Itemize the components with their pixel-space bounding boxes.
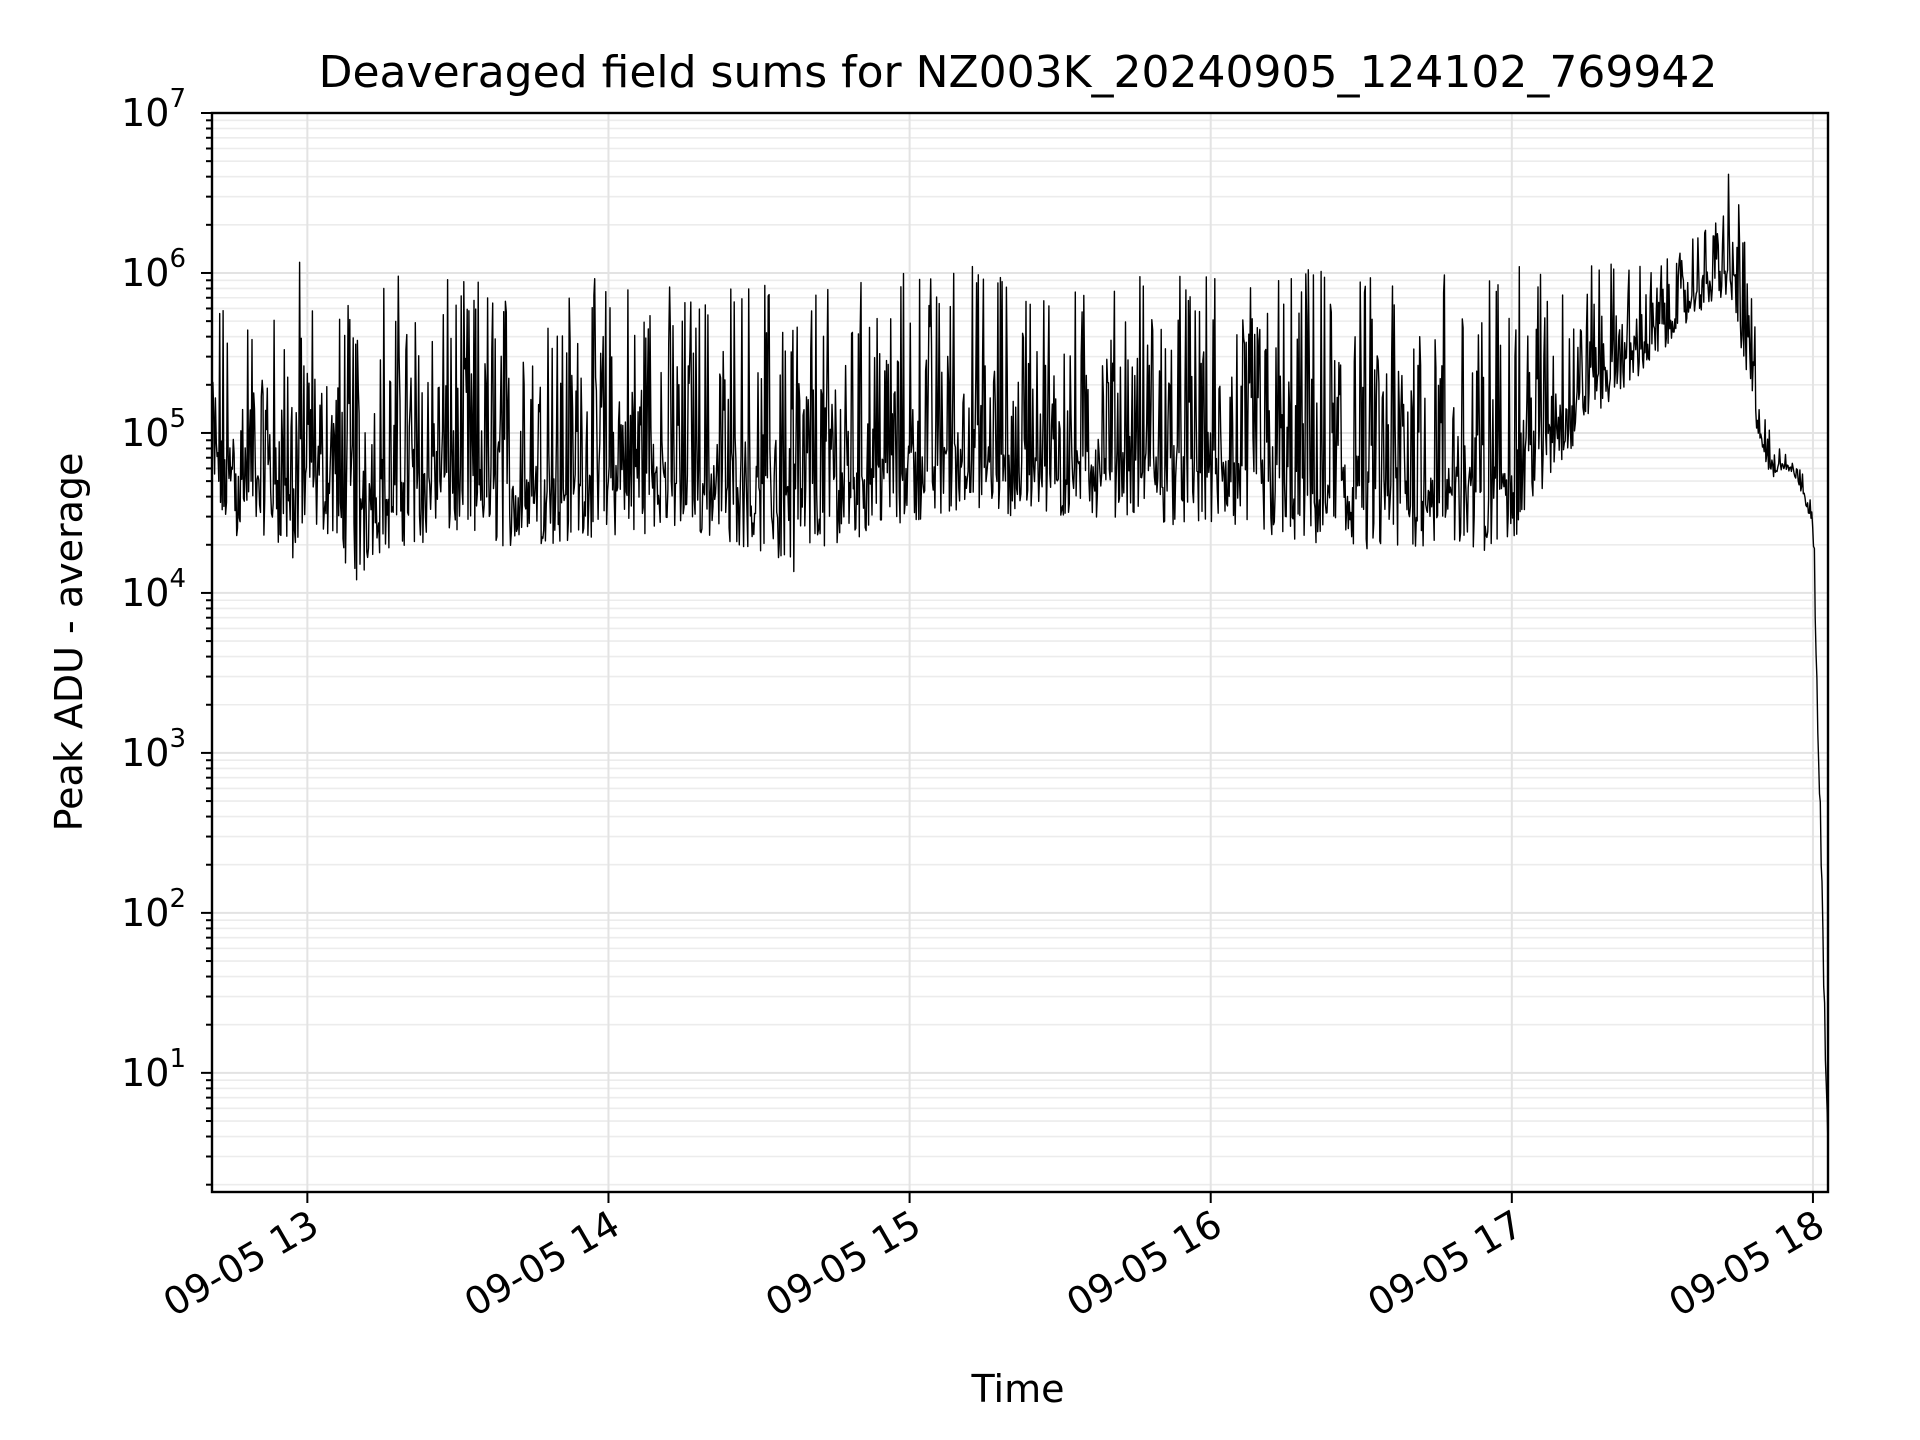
series-line — [211, 173, 1829, 1146]
y-tick-labels: 101 102 103 104 105 106 107 — [121, 84, 186, 1095]
axis-ticks — [201, 112, 1814, 1203]
y-tick-label: 107 — [121, 84, 186, 135]
y-tick-label: 101 — [121, 1044, 186, 1095]
y-axis-label: Peak ADU - average — [47, 453, 91, 832]
chart-title: Deaveraged field sums for NZ003K_2024090… — [319, 47, 1718, 98]
plot-frame — [210, 111, 1830, 1194]
y-tick-label: 104 — [121, 564, 186, 615]
data-series — [211, 173, 1829, 1146]
gridlines — [212, 112, 1828, 1192]
y-tick-label: 105 — [121, 404, 186, 455]
y-tick-label: 106 — [121, 244, 186, 295]
y-tick-label: 103 — [121, 724, 186, 775]
x-axis-label: Time — [971, 1367, 1065, 1411]
y-tick-label: 102 — [121, 884, 186, 935]
